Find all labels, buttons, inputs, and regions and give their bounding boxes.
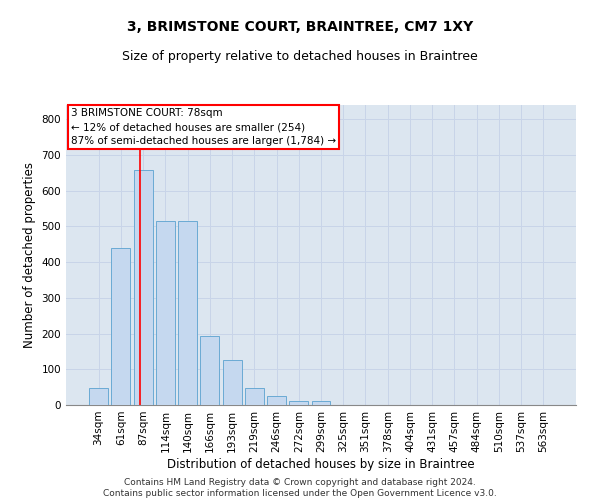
Text: Size of property relative to detached houses in Braintree: Size of property relative to detached ho… [122, 50, 478, 63]
X-axis label: Distribution of detached houses by size in Braintree: Distribution of detached houses by size … [167, 458, 475, 470]
Text: 3 BRIMSTONE COURT: 78sqm
← 12% of detached houses are smaller (254)
87% of semi-: 3 BRIMSTONE COURT: 78sqm ← 12% of detach… [71, 108, 336, 146]
Bar [245, 388, 264, 405]
Bar [89, 388, 108, 405]
Bar [289, 402, 308, 405]
Bar [311, 402, 331, 405]
Bar [200, 336, 219, 405]
Y-axis label: Number of detached properties: Number of detached properties [23, 162, 36, 348]
Bar [267, 396, 286, 405]
Text: Contains HM Land Registry data © Crown copyright and database right 2024.
Contai: Contains HM Land Registry data © Crown c… [103, 478, 497, 498]
Text: 3, BRIMSTONE COURT, BRAINTREE, CM7 1XY: 3, BRIMSTONE COURT, BRAINTREE, CM7 1XY [127, 20, 473, 34]
Bar [112, 248, 130, 405]
Bar [178, 220, 197, 405]
Bar [156, 220, 175, 405]
Bar [134, 170, 152, 405]
Bar [223, 360, 242, 405]
